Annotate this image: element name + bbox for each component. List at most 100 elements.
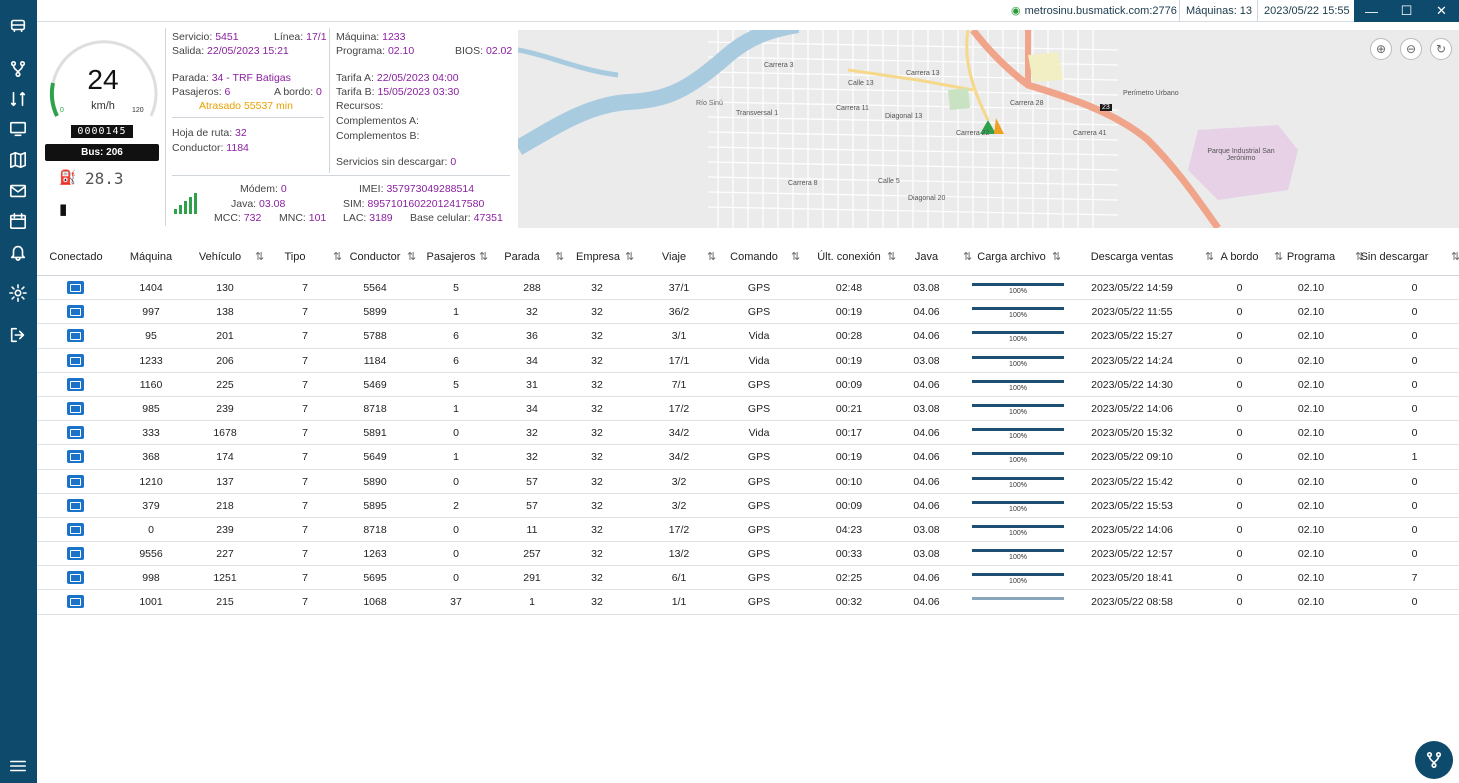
tarifaA-value: 22/05/2023 04:00	[376, 72, 459, 84]
sort-icon[interactable]: ⇅	[625, 251, 635, 263]
table-cell: 5895	[363, 499, 387, 512]
table-row[interactable]: 1404 130 7 5564 5 288 32 37/1 GPS 02:48 03.08 100% 2…	[37, 276, 1459, 301]
calendar-icon[interactable]	[7, 210, 29, 232]
sort-icon[interactable]: ⇅	[407, 251, 417, 263]
menu-icon[interactable]	[7, 755, 29, 777]
refresh-map-button[interactable]: ↻	[1430, 38, 1452, 60]
mail-icon[interactable]	[7, 180, 29, 202]
modem-value: 0	[280, 183, 287, 195]
table-row[interactable]: 1160 225 7 5469 5 31 32 7/1 GPS 00:09 04.06 100% 202…	[37, 373, 1459, 397]
upload-progress-bar	[972, 283, 1064, 286]
zoom-in-button[interactable]: ⊕	[1370, 38, 1392, 60]
logout-icon[interactable]	[7, 324, 29, 346]
table-cell: 7	[302, 330, 308, 343]
sort-icon[interactable]: ⇅	[791, 251, 801, 263]
table-cell: 7	[302, 306, 308, 319]
map-label-river: Río Sinú	[696, 100, 723, 107]
map-icon[interactable]	[7, 149, 29, 171]
upload-progress-label: 100%	[1009, 312, 1027, 320]
sort-icon[interactable]: ⇅	[1355, 251, 1365, 263]
table-cell: 32	[591, 427, 603, 440]
table-cell: 7	[302, 475, 308, 488]
gear-icon[interactable]	[7, 282, 29, 304]
column-header-0[interactable]: Conectado	[49, 251, 103, 263]
sort-icon[interactable]: ⇅	[707, 251, 717, 263]
base-value: 47351	[473, 212, 503, 224]
upload-progress-bar	[972, 452, 1064, 456]
column-header-4[interactable]: Conductor	[349, 251, 401, 263]
upload-progress-label: 100%	[1009, 554, 1027, 562]
table-row[interactable]: 1233 206 7 1184 6 34 32 17/1 Vida 00:19 03.08 100% 2…	[37, 349, 1459, 373]
column-header-13[interactable]: Descarga ventas	[1090, 251, 1174, 263]
sort-icon[interactable]: ⇅	[255, 251, 265, 263]
table-cell: GPS	[747, 475, 771, 488]
column-header-8[interactable]: Viaje	[661, 251, 687, 263]
column-header-3[interactable]: Tipo	[284, 251, 306, 263]
connected-icon	[67, 474, 84, 488]
table-cell: 02.10	[1297, 378, 1325, 391]
map-view[interactable]: Río Sinú Carrera 3 Calle 13 Diagonal 13 …	[518, 30, 1459, 228]
sort-icon[interactable]: ⇅	[333, 251, 343, 263]
table-cell: 7	[302, 451, 308, 464]
conductor-value: 1184	[226, 142, 249, 154]
table-row[interactable]: 333 1678 7 5891 0 32 32 34/2 Vida 00:17 04.06 100% 2…	[37, 421, 1459, 446]
table-row[interactable]: 368 174 7 5649 1 32 32 34/2 GPS 00:19 04.06 100% 202…	[37, 445, 1459, 470]
servicio-value: 5451	[215, 31, 239, 43]
sort-icon[interactable]: ⇅	[479, 251, 489, 263]
sort-icon[interactable]: ⇅	[1052, 251, 1062, 263]
table-cell: Vida	[748, 330, 770, 343]
table-row[interactable]: 379 218 7 5895 2 57 32 3/2 GPS 00:09 04.06 100% 2023…	[37, 494, 1459, 518]
monitor-icon[interactable]	[7, 118, 29, 140]
sort-icon[interactable]: ⇅	[887, 251, 897, 263]
table-cell: 0	[1411, 306, 1418, 319]
connected-icon	[67, 377, 84, 391]
table-cell: 5788	[363, 330, 387, 343]
sort-icon[interactable]: ⇅	[963, 251, 973, 263]
table-cell: 0	[453, 523, 459, 536]
table-cell: 03.08	[913, 282, 940, 294]
route-action-button[interactable]	[1415, 741, 1453, 779]
table-cell: 2	[453, 499, 459, 512]
table-cell: 0	[148, 523, 154, 536]
table-cell: 04.06	[913, 451, 940, 464]
sort-icon[interactable]: ⇅	[1451, 251, 1459, 263]
table-row[interactable]: 985 239 7 8718 1 34 32 17/2 GPS 00:21 03.08 100% 202…	[37, 397, 1459, 422]
table-row[interactable]: 9556 227 7 1263 0 257 32 13/2 GPS 00:33 03.08 100% 2…	[37, 542, 1459, 567]
column-header-12[interactable]: Carga archivo	[977, 251, 1046, 263]
column-header-5[interactable]: Pasajeros	[426, 251, 476, 263]
table-row[interactable]: 997 138 7 5899 1 32 32 36/2 GPS 00:19 04.06 100% 202…	[37, 300, 1459, 325]
table-row[interactable]: 0 239 7 8718 0 11 32 17/2 GPS 04:23 03.08 100% 2023/…	[37, 518, 1459, 543]
column-header-10[interactable]: Últ. conexión	[817, 251, 881, 263]
table-row[interactable]: 1001 215 7 1068 37 1 32 1/1 GPS 00:32 04.06 2023/05…	[37, 590, 1459, 615]
column-header-14[interactable]: A bordo	[1220, 251, 1259, 263]
table-cell: 00:10	[835, 475, 863, 488]
table-cell: 00:33	[835, 548, 863, 561]
close-button[interactable]: ✕	[1424, 0, 1459, 22]
recursos-label: Recursos:	[336, 100, 384, 112]
zoom-out-button[interactable]: ⊖	[1400, 38, 1422, 60]
sort-icon[interactable]: ⇅	[1274, 251, 1284, 263]
table-cell: GPS	[747, 306, 771, 319]
column-header-1[interactable]: Máquina	[129, 251, 173, 263]
column-header-11[interactable]: Java	[914, 251, 939, 263]
column-header-6[interactable]: Parada	[504, 251, 540, 263]
table-cell: 1	[1411, 451, 1418, 464]
column-header-2[interactable]: Vehículo	[198, 251, 242, 263]
sort-icon[interactable]: ⇅	[1205, 251, 1215, 263]
route-icon[interactable]	[7, 58, 29, 80]
minimize-button[interactable]: —	[1354, 0, 1389, 22]
table-cell: 32	[591, 402, 603, 415]
column-header-15[interactable]: Programa	[1286, 251, 1336, 263]
transfer-icon[interactable]	[7, 88, 29, 110]
column-header-9[interactable]: Comando	[730, 251, 778, 263]
map-label-carrera13: Carrera 13	[906, 70, 940, 77]
sort-icon[interactable]: ⇅	[555, 251, 565, 263]
table-row[interactable]: 998 1251 7 5695 0 291 32 6/1 GPS 02:25 04.06 100% 20…	[37, 566, 1459, 591]
table-row[interactable]: 95 201 7 5788 6 36 32 3/1 Vida 00:28 04.06 100% 2023…	[37, 324, 1459, 349]
bell-icon[interactable]	[7, 241, 29, 263]
maximize-button[interactable]: ☐	[1389, 0, 1424, 22]
odometer: 0000145	[71, 125, 133, 138]
column-header-7[interactable]: Empresa	[575, 251, 621, 263]
column-header-16[interactable]: Sin descargar	[1360, 251, 1429, 263]
table-row[interactable]: 1210 137 7 5890 0 57 32 3/2 GPS 00:10 04.06 100% 202…	[37, 470, 1459, 494]
